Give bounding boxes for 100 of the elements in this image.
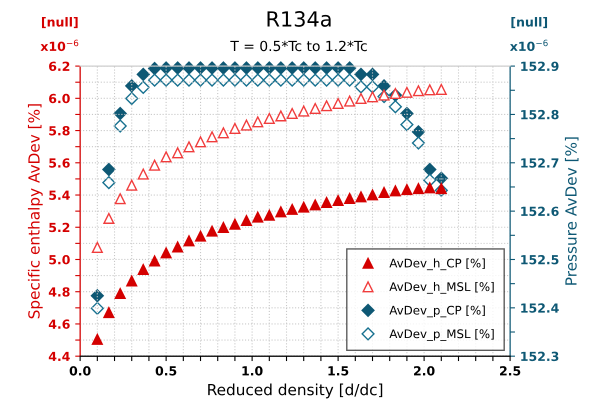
x-axis-title: Reduced density [d/dc] [208, 384, 382, 398]
legend-label: AvDev_h_CP [%] [389, 258, 485, 270]
point [149, 160, 160, 171]
point [343, 61, 356, 75]
y2-tick-label: 152.9 [521, 62, 559, 72]
point [138, 264, 149, 276]
point [310, 102, 321, 114]
point [160, 74, 173, 87]
point [378, 90, 390, 101]
point [262, 74, 276, 87]
point [321, 100, 332, 112]
point [400, 118, 414, 132]
y-tick-label: 5.0 [49, 254, 70, 264]
point [275, 206, 286, 218]
point [138, 168, 149, 180]
point [182, 74, 196, 87]
x-tick-label: 0.5 [156, 366, 176, 376]
text: [null] [42, 17, 78, 28]
point [308, 61, 322, 75]
point [286, 204, 298, 215]
point [251, 74, 264, 87]
point [171, 74, 184, 87]
x-tick-label: 2.0 [414, 366, 435, 376]
point [218, 222, 229, 233]
text: x10$^{−6}$ [510, 40, 548, 52]
point [194, 230, 206, 242]
point [332, 98, 344, 110]
point [424, 182, 436, 194]
x-tick-label: 0.0 [70, 366, 91, 376]
y-tick-label: 4.4 [48, 352, 70, 361]
point [343, 74, 356, 87]
y-tick-label: 5.4 [49, 190, 70, 200]
x-tick-label: 1.5 [328, 366, 348, 376]
point [378, 186, 390, 198]
point [252, 116, 264, 128]
point [436, 84, 447, 96]
point [401, 184, 412, 196]
point [366, 189, 378, 200]
point [412, 85, 424, 96]
point [229, 218, 240, 230]
point [160, 151, 172, 162]
point [218, 127, 229, 138]
point [366, 91, 378, 102]
point [103, 306, 114, 318]
point [206, 226, 218, 237]
point [125, 79, 138, 93]
point [114, 119, 127, 133]
point [92, 242, 103, 253]
point [114, 106, 127, 120]
point [320, 74, 334, 87]
legend-label: AvDev_p_MSL [%] [389, 329, 494, 341]
y2-tick-label: 152.7 [521, 158, 558, 168]
point [114, 193, 126, 204]
point [103, 212, 114, 224]
point [390, 88, 401, 100]
point [355, 92, 367, 104]
legend-label: AvDev_h_MSL [%] [389, 282, 494, 294]
point [298, 202, 310, 213]
point [102, 162, 116, 176]
point [274, 74, 288, 87]
point [354, 80, 368, 94]
point [149, 255, 160, 266]
y2-axis-title: Pressure AvDev [%] [564, 137, 579, 285]
text: x10$^{−6}$ [40, 40, 78, 52]
point [136, 80, 150, 94]
point [388, 100, 402, 114]
point [229, 122, 240, 134]
x-tick-label: 1.0 [242, 366, 263, 376]
point [412, 125, 426, 138]
point [172, 241, 184, 252]
point [355, 191, 367, 202]
y2-tick-label: 152.6 [521, 206, 559, 216]
point [274, 61, 288, 75]
point [92, 334, 103, 345]
y2-tick-label: 152.5 [521, 254, 558, 264]
y2-tick-label: 152.8 [521, 110, 559, 120]
point [125, 92, 138, 106]
point [172, 147, 184, 158]
point [126, 275, 138, 286]
point [114, 288, 126, 300]
point [390, 185, 401, 196]
legend-label: AvDev_p_CP [%] [389, 306, 485, 318]
y-tick-label: 4.8 [48, 287, 70, 297]
point [332, 194, 344, 206]
point [136, 68, 150, 81]
point [148, 74, 162, 87]
point [412, 183, 424, 194]
point [240, 214, 252, 226]
y-tick-label: 6.2 [49, 62, 70, 72]
y2-tick-label: 152.4 [521, 303, 559, 313]
point [264, 112, 275, 124]
y2-tick-label: 152.3 [521, 352, 558, 362]
chart-title: R134a [268, 11, 331, 27]
y-tick-label: 5.2 [49, 222, 70, 232]
point [90, 302, 104, 315]
point [205, 74, 219, 87]
point [366, 68, 380, 81]
point [252, 212, 264, 223]
y-tick-label: 5.8 [49, 126, 70, 136]
point [183, 141, 195, 152]
